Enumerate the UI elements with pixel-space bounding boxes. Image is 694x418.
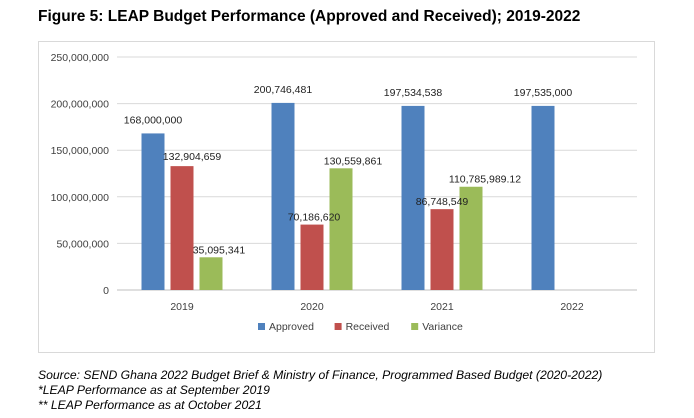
y-tick-label: 150,000,000 [51, 145, 110, 157]
legend-label-approved: Approved [269, 321, 314, 333]
data-label: 197,535,000 [514, 87, 573, 99]
bar-chart: 0 50,000,000 100,000,000 150,000,000 200,000… [51, 52, 637, 333]
data-label: 130,559,861 [324, 155, 383, 167]
legend-swatch-approved [258, 323, 265, 330]
bar-variance-2021 [459, 186, 483, 290]
bar-variance-2019 [199, 257, 223, 290]
x-tick-label: 2021 [430, 301, 454, 313]
y-axis-ticks: 0 50,000,000 100,000,000 150,000,000 200,000… [51, 52, 110, 297]
bar-received-2021 [430, 209, 454, 290]
bar-variance-2020 [329, 168, 353, 290]
bars [141, 102, 555, 291]
data-label: 197,534,538 [384, 87, 443, 99]
y-tick-label: 0 [103, 285, 109, 297]
y-tick-label: 200,000,000 [51, 99, 110, 111]
data-label: 110,785,989.12 [449, 174, 521, 186]
legend-swatch-variance [411, 323, 419, 330]
legend-label-received: Received [346, 321, 390, 333]
footnote-october-2021: ** LEAP Performance as at October 2021 [38, 398, 262, 412]
x-axis-ticks: 2019 2020 2021 2022 [170, 301, 584, 313]
data-label: 35,095,341 [193, 244, 246, 256]
x-tick-label: 2020 [300, 301, 324, 313]
data-label: 70,186,620 [288, 212, 341, 224]
source-line: Source: SEND Ghana 2022 Budget Brief & M… [38, 368, 603, 382]
bar-approved-2021 [401, 105, 425, 290]
bar-received-2019 [170, 166, 194, 290]
x-tick-label: 2019 [170, 301, 194, 313]
source-note: Source: SEND Ghana 2022 Budget Brief & M… [38, 368, 602, 413]
legend: Approved Received Variance [258, 321, 463, 333]
footnote-september-2019: *LEAP Performance as at September 2019 [38, 383, 270, 397]
y-tick-label: 100,000,000 [51, 192, 110, 204]
bar-approved-2019 [141, 133, 165, 290]
data-label: 200,746,481 [254, 84, 313, 96]
figure-title: Figure 5: LEAP Budget Performance (Appro… [38, 8, 581, 25]
y-tick-label: 250,000,000 [51, 52, 110, 64]
chart-frame [38, 41, 655, 353]
x-tick-label: 2022 [560, 301, 584, 313]
data-labels: 168,000,000 132,904,659 35,095,341 200,746,… [124, 84, 573, 256]
bar-received-2020 [300, 224, 324, 290]
legend-label-variance: Variance [422, 321, 463, 333]
bar-approved-2020 [271, 102, 295, 290]
data-label: 86,748,549 [416, 196, 469, 208]
data-label: 132,904,659 [163, 151, 222, 163]
bar-approved-2022 [531, 105, 555, 291]
y-tick-label: 50,000,000 [56, 238, 109, 250]
data-label: 168,000,000 [124, 114, 183, 126]
legend-swatch-received [334, 323, 342, 330]
